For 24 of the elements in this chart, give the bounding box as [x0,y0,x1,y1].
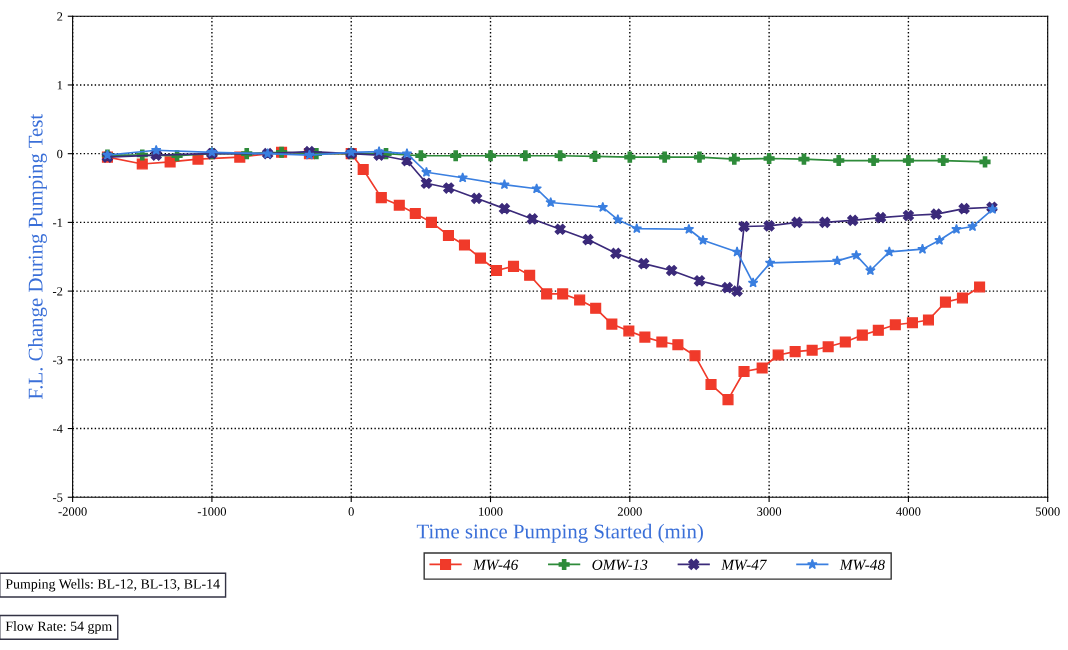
y-tick-label: 1 [57,81,63,90]
y-tick-label: 0 [57,149,63,159]
legend-label: MW-46 [472,559,519,571]
y-tick-label: -3 [52,355,63,365]
x-tick-label: 4000 [896,507,921,516]
y-tick-label: -4 [52,424,63,433]
x-tick-label: -1000 [197,507,227,516]
x-tick-label: 0 [348,507,354,516]
y-axis-title: F.L. Change During Pumping Test [27,113,47,400]
text: Flow Rate: 54 gpm [5,621,112,634]
x-tick-label: 5000 [1035,507,1060,516]
x-tick-label: -2000 [58,507,87,516]
legend-label: OMW-13 [592,559,648,571]
y-tick-label: 2 [57,12,63,21]
x-tick-label: 3000 [757,507,782,516]
x-tick-label: 1000 [479,507,503,516]
x-axis-title: Time since Pumping Started (min) [416,523,703,543]
text: Pumping Wells: BL-12, BL-13, BL-14 [5,578,220,592]
y-tick-label: -1 [52,218,63,227]
legend-label: MW-47 [721,559,768,571]
y-tick-label: -5 [52,493,63,502]
x-tick-label: 2000 [617,507,642,516]
legend-label: MW-48 [839,559,885,571]
y-tick-label: -2 [52,287,63,296]
